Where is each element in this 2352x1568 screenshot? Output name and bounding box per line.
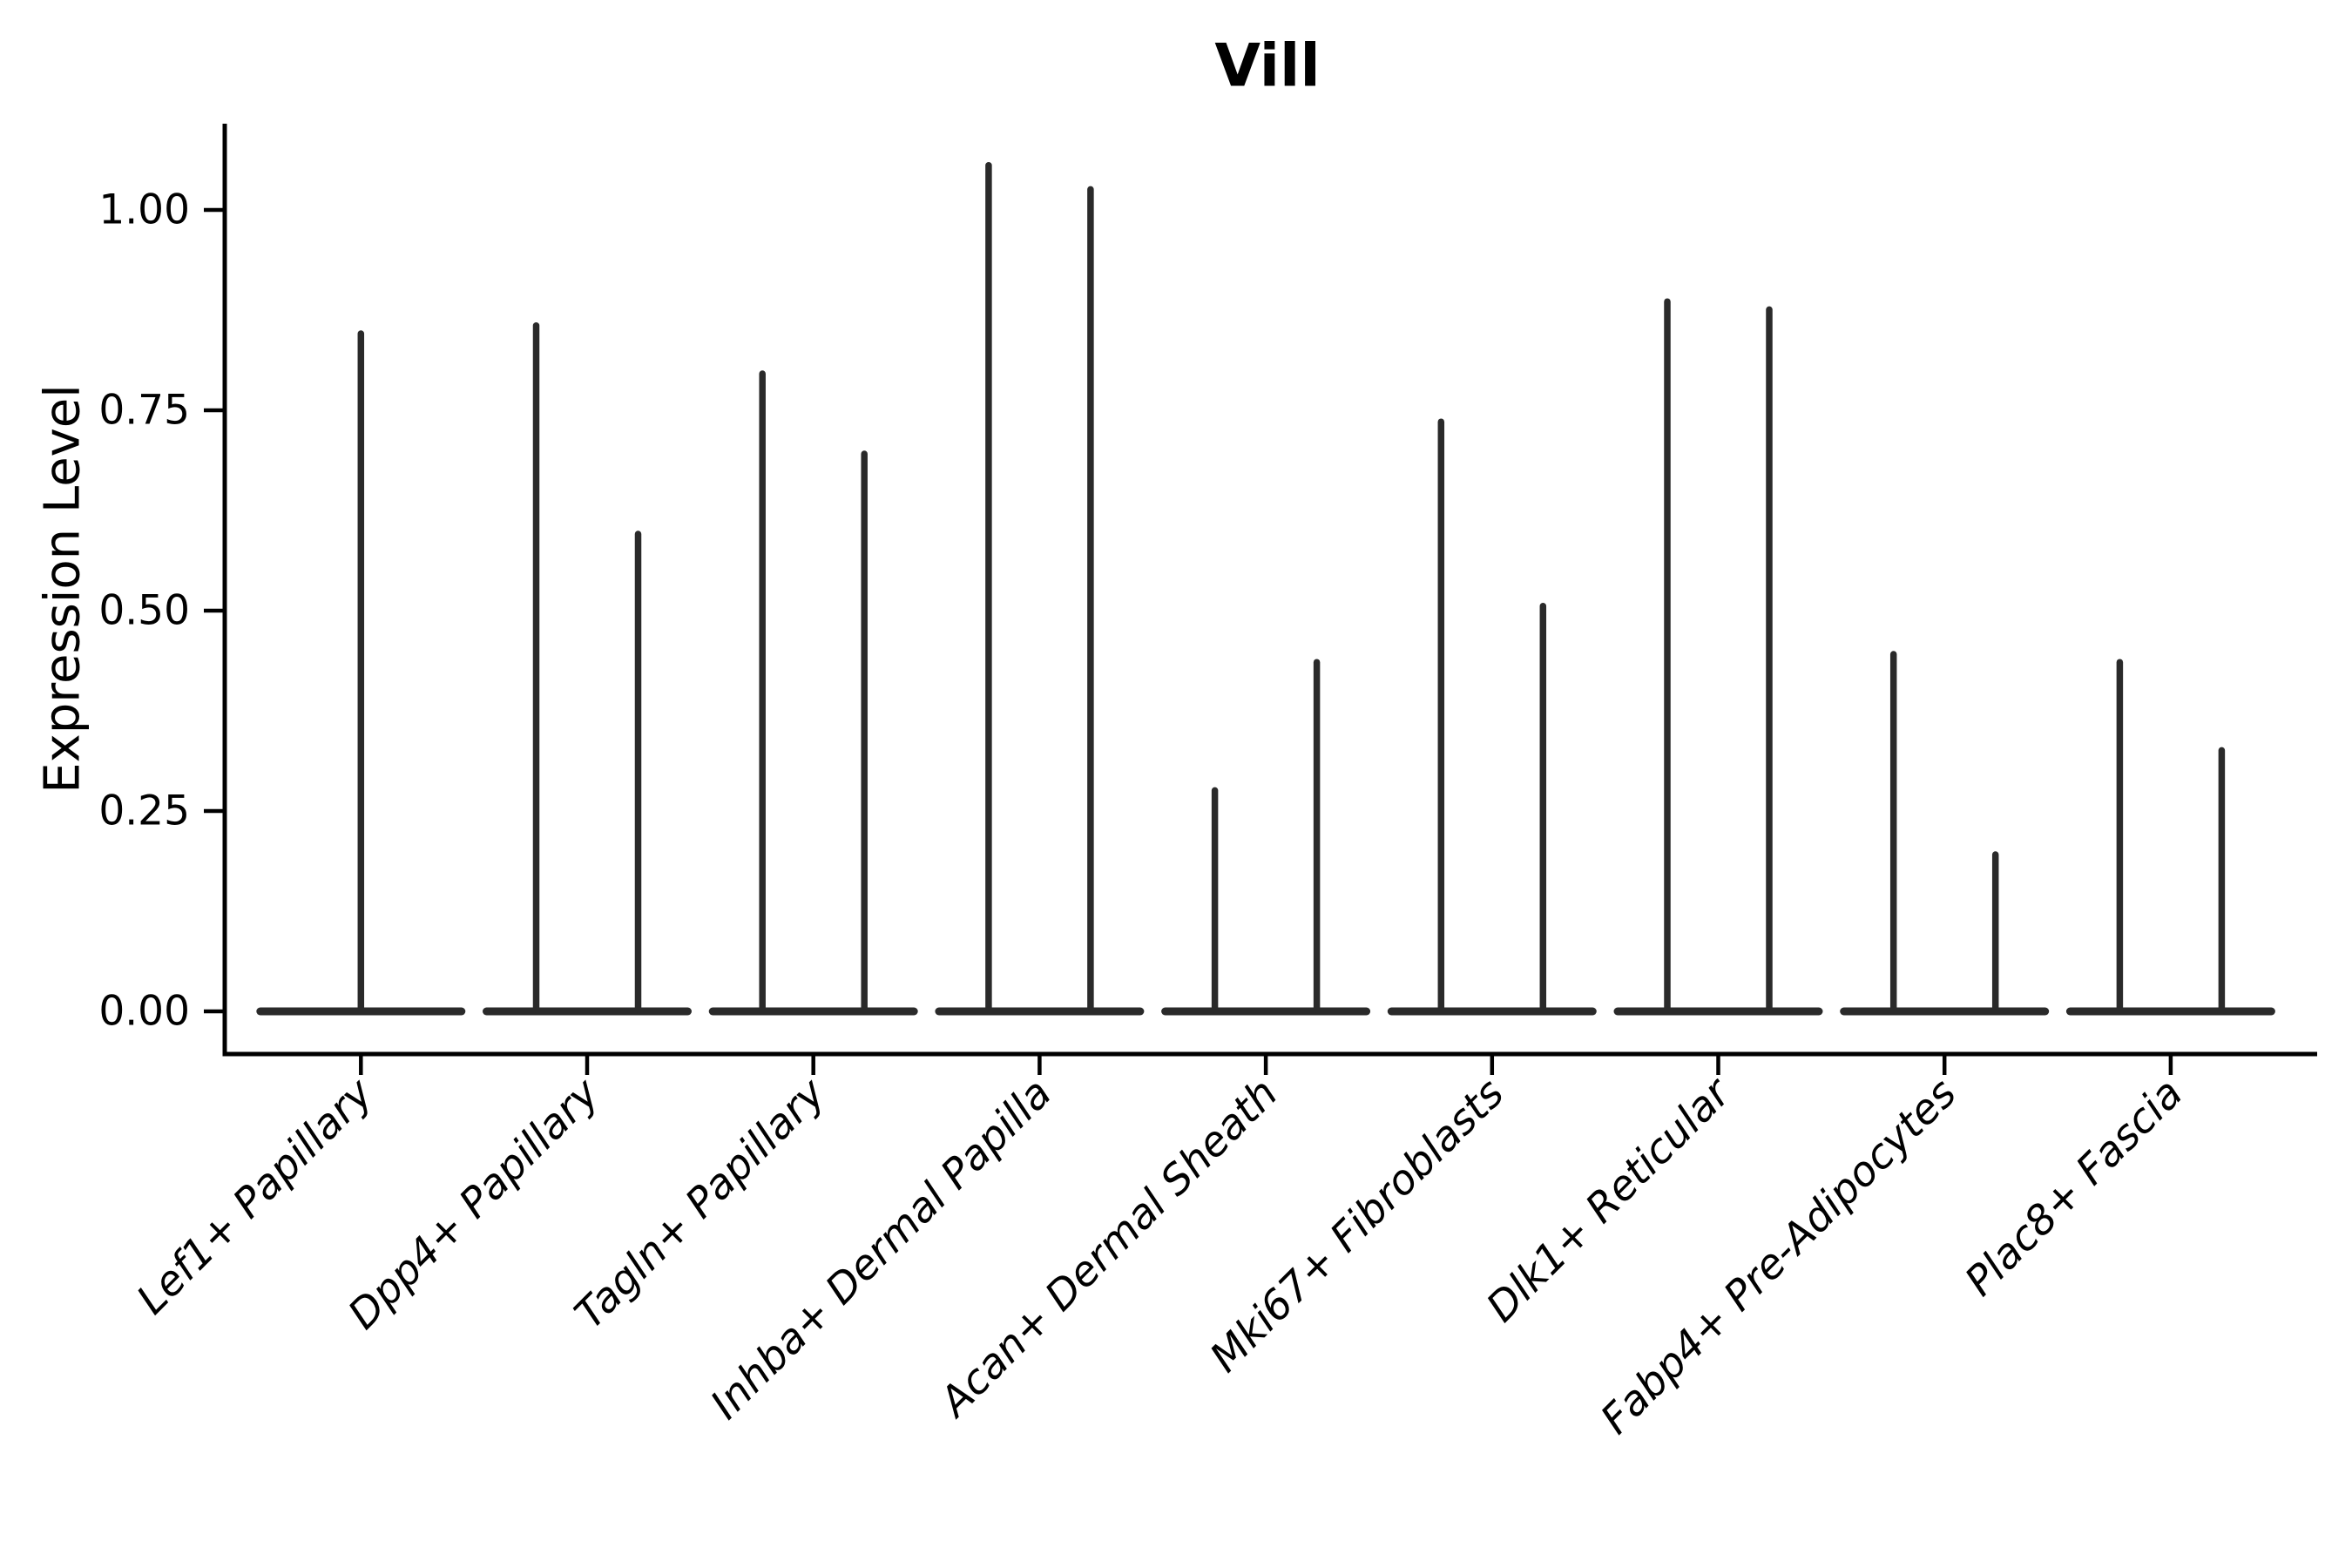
y-tick-label: 0.75 (98, 387, 190, 435)
violin-baseline (708, 1007, 918, 1016)
violin-baseline (483, 1007, 692, 1016)
violin-baseline (1840, 1007, 2050, 1016)
violin-baseline (1387, 1007, 1597, 1016)
violin-baseline (935, 1007, 1145, 1016)
x-tick-label: Lef1+ Papillary (128, 1069, 383, 1324)
violin-baseline (2065, 1007, 2275, 1016)
x-tick-label: Plac8+ Fascia (1956, 1070, 2192, 1306)
y-tick-label: 1.00 (98, 186, 190, 234)
y-tick-label: 0.25 (98, 787, 190, 835)
x-tick-label: Dpp4+ Papillary (339, 1069, 609, 1339)
x-tick-label: Tagln+ Papillary (565, 1069, 835, 1339)
violin-baseline (1613, 1007, 1823, 1016)
y-tick-label: 0.00 (98, 988, 190, 1036)
chart-title: Vill (1214, 31, 1321, 101)
y-tick-label: 0.50 (98, 587, 190, 635)
violin-baseline (1161, 1007, 1371, 1016)
x-tick-label: Dlk1+ Reticular (1477, 1068, 1741, 1332)
x-tick-label: Fabp4+ Pre-Adipocytes (1592, 1070, 1965, 1443)
